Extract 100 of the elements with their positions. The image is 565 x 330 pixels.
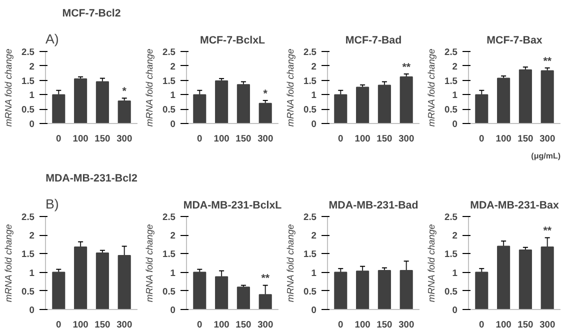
y-tick-label: 2.5 <box>444 212 458 222</box>
y-tick-label: 1.5 <box>304 76 316 86</box>
chart-title: MCF-7-Bcl2 <box>62 8 121 20</box>
y-tick-label: 0.5 <box>22 286 34 296</box>
y-tick-label: 1 <box>170 90 176 100</box>
y-tick-label: 1 <box>311 268 317 278</box>
x-tick-label: 100 <box>496 134 512 144</box>
y-tick-label: 0.5 <box>304 104 316 115</box>
y-tick-label: 0 <box>170 119 176 129</box>
y-tick-label: 0.5 <box>444 286 458 296</box>
y-tick-label: 2.5 <box>304 47 316 57</box>
y-axis-title: mRNA fold change <box>286 224 296 302</box>
chart-title: MDA-MB-231-Bcl2 <box>46 172 138 184</box>
x-tick-label: 100 <box>214 320 230 330</box>
x-tick-label: 100 <box>354 320 370 330</box>
y-tick-label: 2 <box>311 230 317 241</box>
y-axis-title: mRNA fold change <box>144 48 155 127</box>
y-axis-title: mRNA fold change <box>426 48 437 127</box>
y-tick-label: 2 <box>311 61 317 72</box>
y-tick-label: 2 <box>29 61 35 72</box>
y-tick-label: 1 <box>29 268 35 278</box>
x-tick-label: 150 <box>94 134 110 144</box>
x-tick-label: 0 <box>479 134 484 144</box>
x-tick-label: 0 <box>197 320 202 330</box>
annotation: ** <box>402 61 412 74</box>
y-tick-label: 1.5 <box>444 76 458 86</box>
x-tick-label: 300 <box>398 320 414 330</box>
y-tick-label: 2.5 <box>22 47 34 57</box>
chart-title: MCF-7-Bad <box>345 34 402 46</box>
x-tick-label: 300 <box>540 134 556 144</box>
x-tick-label: 150 <box>376 320 392 330</box>
x-tick-label: 0 <box>338 134 344 144</box>
x-tick-label: 300 <box>116 134 132 144</box>
text: (μg/mL) <box>531 152 561 160</box>
x-tick-label: 100 <box>72 320 88 330</box>
y-tick-label: 2 <box>29 230 35 241</box>
y-tick-label: 2.5 <box>444 47 458 57</box>
y-tick-label: 0 <box>452 305 458 315</box>
x-tick-label: 150 <box>376 134 392 144</box>
y-tick-label: 1 <box>170 268 176 278</box>
chart-title: MDA-MB-231-BclxL <box>183 200 282 212</box>
y-tick-label: 0.5 <box>22 104 34 115</box>
x-tick-label: 0 <box>197 134 202 144</box>
y-tick-label: 1.5 <box>444 249 458 260</box>
annotation: * <box>263 88 268 100</box>
x-tick-label: 300 <box>116 320 132 330</box>
y-tick-label: 2 <box>452 230 458 241</box>
x-tick-label: 150 <box>518 134 534 144</box>
y-tick-label: 0 <box>311 305 317 315</box>
chart-title: MCF-7-BclxL <box>200 34 266 46</box>
annotation: ** <box>261 272 270 285</box>
y-axis-title: mRNA fold change <box>4 48 14 127</box>
y-tick-label: 1 <box>311 90 317 100</box>
y-tick-label: 0.5 <box>162 104 176 115</box>
y-tick-label: 2.5 <box>304 212 316 222</box>
y-tick-label: 0 <box>452 119 458 129</box>
x-tick-label: 100 <box>496 320 512 330</box>
y-axis-title: mRNA fold change <box>286 48 296 127</box>
y-tick-label: 2.5 <box>162 47 176 57</box>
x-tick-label: 0 <box>479 320 484 330</box>
x-tick-label: 150 <box>236 320 252 330</box>
x-tick-label: 100 <box>354 134 370 144</box>
y-axis-title: mRNA fold change <box>4 224 14 302</box>
chart-title: MDA-MB-231-Bax <box>470 200 559 212</box>
y-tick-label: 1.5 <box>304 249 316 260</box>
y-axis-title: mRNA fold change <box>144 224 155 302</box>
x-tick-label: 150 <box>94 320 110 330</box>
x-tick-label: 150 <box>518 320 534 330</box>
x-tick-label: 300 <box>258 320 274 330</box>
x-tick-label: 0 <box>338 320 344 330</box>
y-tick-label: 2 <box>170 230 176 241</box>
y-tick-label: 2 <box>452 61 458 72</box>
annotation: ** <box>543 55 552 68</box>
y-tick-label: 2.5 <box>22 212 34 222</box>
y-tick-label: 2.5 <box>162 212 176 222</box>
y-tick-label: 0.5 <box>162 286 176 296</box>
x-tick-label: 300 <box>258 134 274 144</box>
y-tick-label: 0 <box>29 119 35 129</box>
y-tick-label: 1 <box>29 90 35 100</box>
y-tick-label: 0 <box>29 305 35 315</box>
annotation: * <box>122 86 128 98</box>
y-tick-label: 0.5 <box>444 104 458 115</box>
y-axis-title: mRNA fold change <box>426 224 437 302</box>
x-tick-label: 300 <box>398 134 414 144</box>
y-tick-label: 1 <box>452 90 458 100</box>
x-tick-label: 300 <box>540 320 556 330</box>
chart-title: MDA-MB-231-Bad <box>328 200 418 212</box>
y-tick-label: 1.5 <box>22 249 34 260</box>
text: B) <box>46 196 59 212</box>
y-tick-label: 1.5 <box>162 249 176 260</box>
y-tick-label: 0.5 <box>304 286 316 296</box>
y-tick-label: 1 <box>452 268 458 278</box>
text: A) <box>46 32 59 46</box>
x-tick-label: 100 <box>214 134 230 144</box>
chart-title: MCF-7-Bax <box>486 34 542 46</box>
x-tick-label: 100 <box>72 134 88 144</box>
x-tick-label: 0 <box>56 320 62 330</box>
y-tick-label: 1.5 <box>22 76 34 86</box>
y-tick-label: 0 <box>311 119 317 129</box>
y-tick-label: 1.5 <box>162 76 176 86</box>
